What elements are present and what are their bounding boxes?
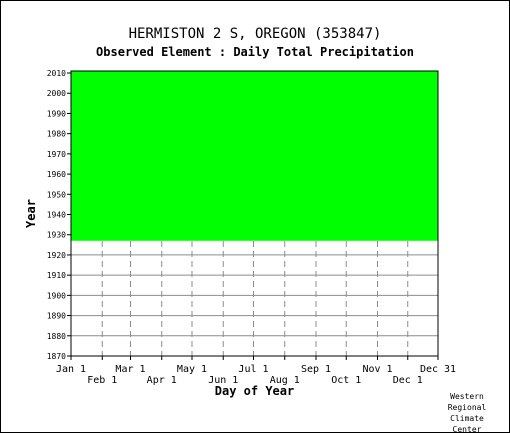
plot-border — [70, 70, 439, 357]
x-tick-label: Jan 1 — [56, 364, 86, 375]
x-tick-label: Sep 1 — [301, 364, 331, 375]
y-tick-label: 2010 — [47, 69, 66, 78]
y-tick-label: 1940 — [47, 211, 66, 220]
x-tick-label: Nov 1 — [362, 364, 392, 375]
x-tick-label: Oct 1 — [331, 375, 361, 386]
x-tick-label: May 1 — [177, 364, 207, 375]
data-coverage-area — [71, 71, 438, 241]
x-tick-label: Dec 31 — [420, 364, 456, 375]
y-tick-label: 1950 — [47, 190, 66, 199]
chart-subtitle: Observed Element : Daily Total Precipita… — [96, 45, 414, 59]
chart-title: HERMISTON 2 S, OREGON (353847) — [128, 26, 382, 42]
x-tick-label: Dec 1 — [393, 375, 423, 386]
credit-line: Center — [452, 425, 482, 433]
y-tick-label: 1980 — [47, 130, 66, 139]
x-axis-title: Day of Year — [215, 384, 294, 398]
credit-line: Regional — [447, 403, 487, 412]
y-tick-label: 1930 — [47, 231, 66, 240]
x-tick-label: Jul 1 — [238, 364, 268, 375]
y-tick-label: 1920 — [47, 251, 66, 260]
y-tick-label: 1880 — [47, 332, 66, 341]
x-tick-label: Jun 1 — [208, 375, 238, 386]
y-tick-label: 1970 — [47, 150, 66, 159]
y-tick-label: 1910 — [47, 271, 66, 280]
y-tick-label: 1890 — [47, 312, 66, 321]
y-tick-label: 2000 — [47, 89, 66, 98]
y-tick-label: 1990 — [47, 109, 66, 118]
y-axis-title: Year — [24, 199, 38, 228]
credit-block: Western Regional Climate Center — [437, 391, 497, 433]
credit-line: Climate — [450, 414, 484, 423]
x-tick-label: Feb 1 — [87, 375, 117, 386]
y-tick-label: 1870 — [47, 352, 66, 361]
y-tick-label: 1900 — [47, 291, 66, 300]
x-tick-label: Mar 1 — [115, 364, 145, 375]
y-tick-label: 1960 — [47, 170, 66, 179]
credit-line: Western — [450, 392, 484, 401]
x-tick-label: Aug 1 — [270, 375, 300, 386]
x-tick-label: Apr 1 — [147, 375, 177, 386]
